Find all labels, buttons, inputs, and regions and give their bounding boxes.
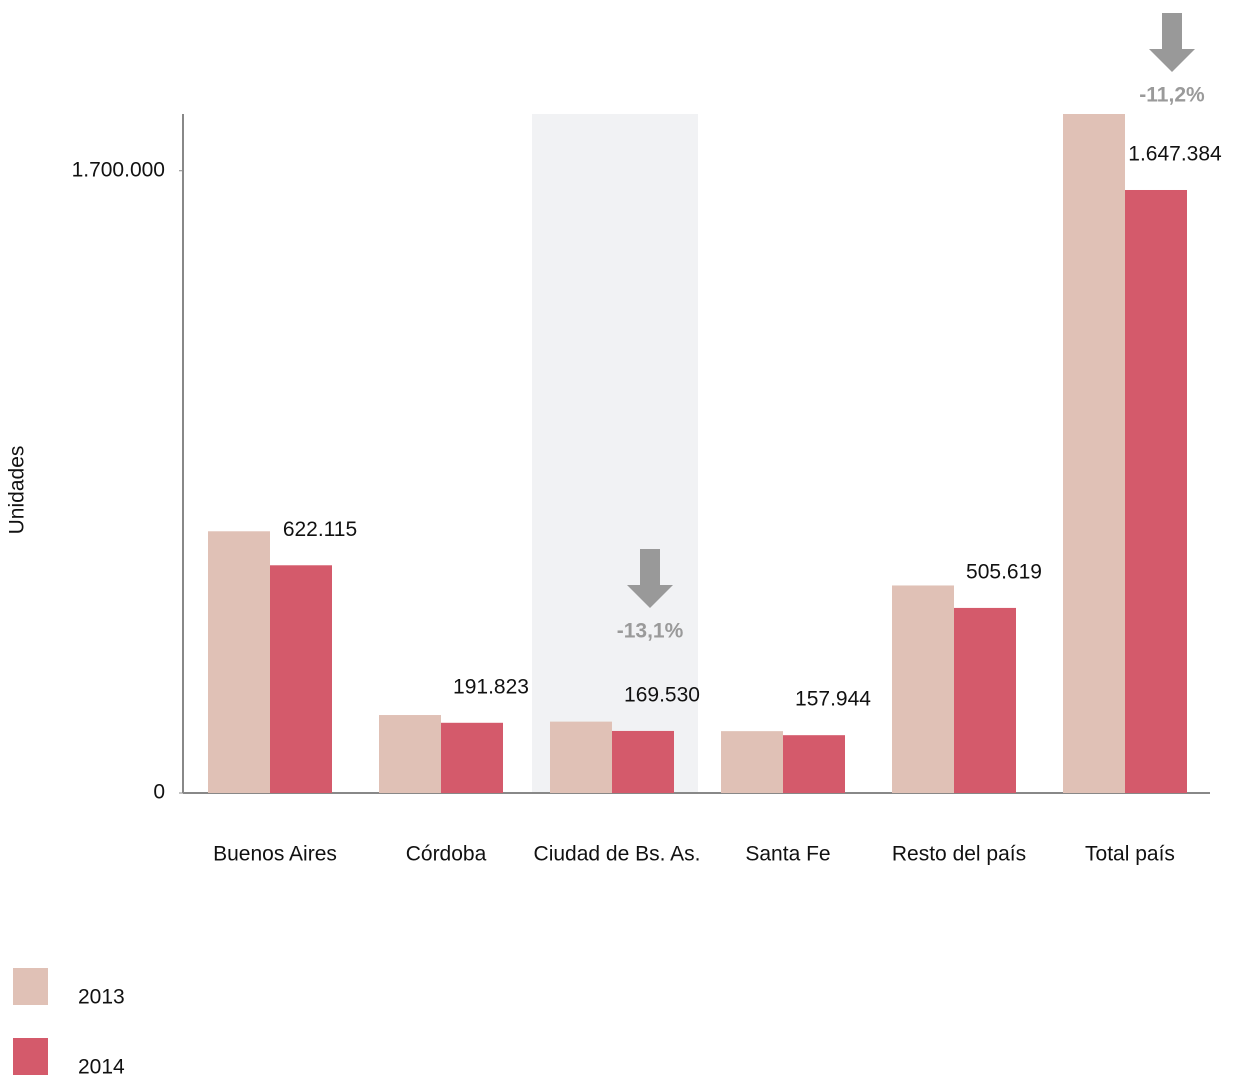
bar [721,731,783,793]
bar [892,585,954,793]
legend-label: 2014 [78,1056,125,1075]
bar [379,715,441,793]
data-label: 169.530 [624,683,700,706]
arrow [627,549,673,608]
x-tick-label: Santa Fe [745,843,830,866]
highlight-band [532,114,698,793]
bar [1063,114,1125,793]
bar [270,565,332,793]
y-tick-label: 1.700.000 [72,158,165,181]
bar [783,735,845,793]
x-tick-label: Ciudad de Bs. As. [534,843,701,866]
annotation: -11,2% [1139,84,1205,107]
data-label: 1.647.384 [1128,143,1222,166]
data-label: 157.944 [795,688,871,711]
arrow [1149,13,1195,72]
legend-label: 2013 [78,986,125,1009]
bar [208,531,270,793]
y-tick-label: 0 [153,781,165,804]
legend-swatch [13,968,48,1005]
x-tick-label: Buenos Aires [213,843,337,866]
bar [954,607,1016,793]
annotation: -13,1% [617,620,684,643]
x-tick-label: Resto del país [892,843,1026,866]
x-tick-label: Córdoba [406,843,487,866]
x-tick-label: Total país [1085,843,1175,866]
data-label: 505.619 [966,560,1042,583]
y-axis-label: Unidades [6,446,29,535]
bar [550,721,612,793]
data-label: 191.823 [453,675,529,698]
bar [441,722,503,793]
data-label: 622.115 [283,518,357,541]
legend-swatch [13,1038,48,1075]
bar [612,730,674,793]
bar [1125,189,1187,793]
